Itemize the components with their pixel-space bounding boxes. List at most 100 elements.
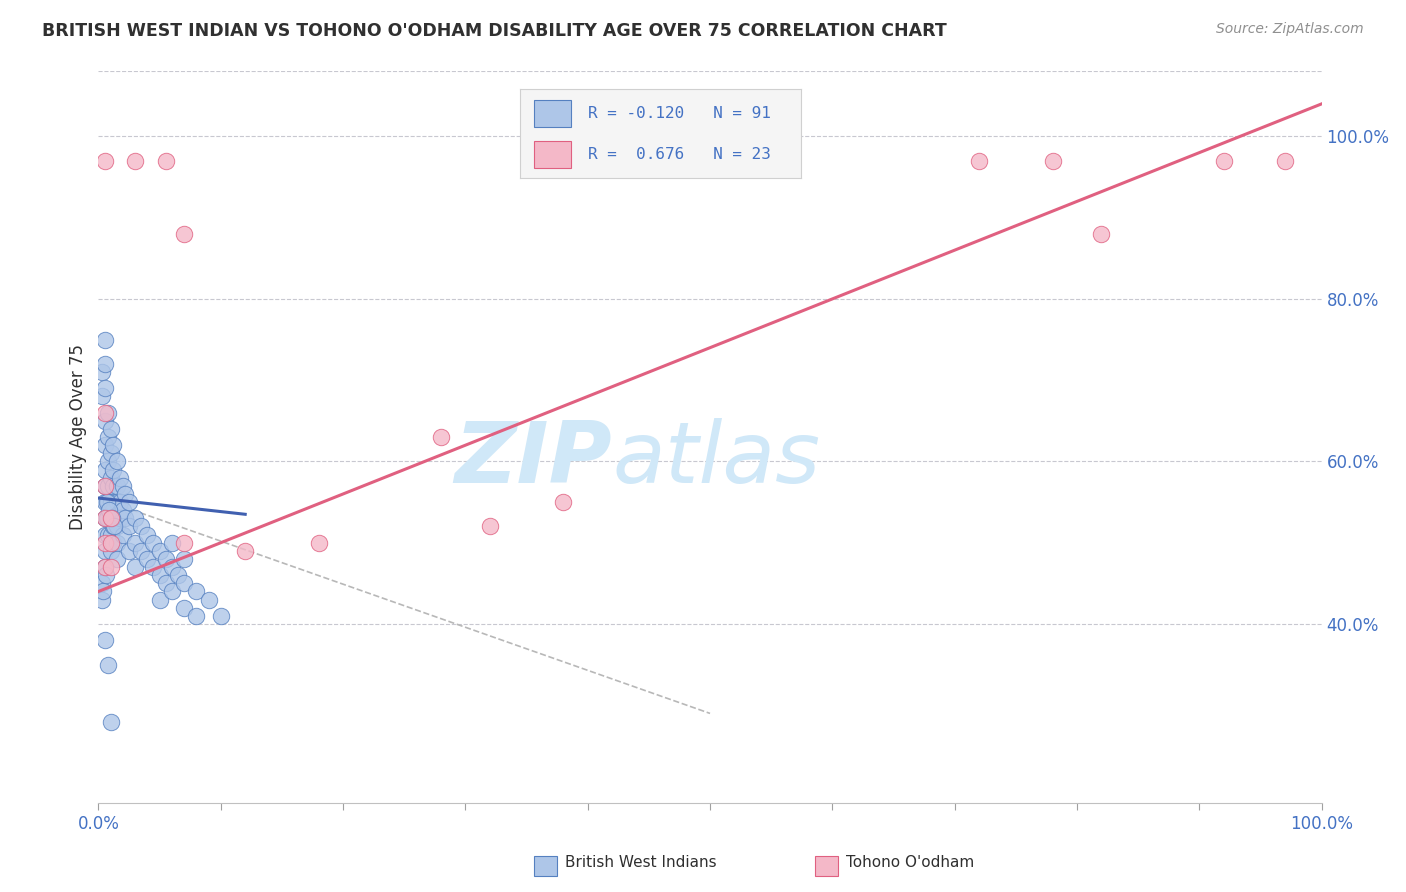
Point <box>93 511 115 525</box>
Point <box>173 576 195 591</box>
Point <box>118 519 141 533</box>
Point <box>101 511 124 525</box>
Point <box>105 552 128 566</box>
Point <box>105 519 128 533</box>
Point <box>110 511 132 525</box>
Point <box>173 600 195 615</box>
Point <box>101 438 124 452</box>
Y-axis label: Disability Age Over 75: Disability Age Over 75 <box>69 344 87 530</box>
Point <box>136 527 159 541</box>
Point <box>91 592 114 607</box>
Point <box>110 495 132 509</box>
Point <box>186 608 208 623</box>
Point <box>101 519 124 533</box>
Point <box>97 406 120 420</box>
Point <box>100 560 122 574</box>
Point <box>308 535 330 549</box>
Point <box>129 544 152 558</box>
Point <box>149 568 172 582</box>
Point <box>93 495 115 509</box>
Point <box>114 487 136 501</box>
Text: Tohono O'odham: Tohono O'odham <box>846 855 974 870</box>
Point <box>1212 153 1234 168</box>
Text: R =  0.676   N = 23: R = 0.676 N = 23 <box>588 147 770 161</box>
Point <box>97 657 120 672</box>
Point <box>124 560 146 574</box>
Point <box>93 479 115 493</box>
Point <box>100 446 122 460</box>
Point <box>93 479 115 493</box>
Point <box>97 511 120 525</box>
Text: ZIP: ZIP <box>454 417 612 500</box>
Point <box>93 406 115 420</box>
Point <box>1042 153 1064 168</box>
Point <box>142 535 165 549</box>
Text: British West Indians: British West Indians <box>565 855 717 870</box>
Point <box>91 584 114 599</box>
Point <box>111 503 134 517</box>
Point <box>118 495 141 509</box>
Point <box>93 153 115 168</box>
Point <box>100 527 122 541</box>
Text: BRITISH WEST INDIAN VS TOHONO O'ODHAM DISABILITY AGE OVER 75 CORRELATION CHART: BRITISH WEST INDIAN VS TOHONO O'ODHAM DI… <box>42 22 946 40</box>
Point <box>97 430 120 444</box>
Point <box>105 479 128 493</box>
Bar <box>534 100 571 127</box>
Point <box>110 471 132 485</box>
Point <box>97 495 120 509</box>
Point <box>142 560 165 574</box>
Text: R = -0.120   N = 91: R = -0.120 N = 91 <box>588 106 770 120</box>
Point <box>97 454 120 468</box>
Point <box>105 535 128 549</box>
Point <box>93 560 115 574</box>
Point <box>101 503 124 517</box>
Point <box>100 422 122 436</box>
Point <box>430 430 453 444</box>
Point <box>93 438 115 452</box>
Point <box>149 592 172 607</box>
Point <box>93 381 115 395</box>
Point <box>93 333 115 347</box>
Point <box>197 592 219 607</box>
Point <box>124 535 146 549</box>
Point <box>96 495 118 509</box>
Point <box>136 552 159 566</box>
Point <box>100 535 122 549</box>
Point <box>233 544 256 558</box>
Point <box>100 544 122 558</box>
Point <box>93 414 115 428</box>
Text: atlas: atlas <box>612 417 820 500</box>
Point <box>101 535 124 549</box>
Point <box>93 527 115 541</box>
Point <box>105 495 128 509</box>
Point <box>155 153 177 168</box>
Point <box>209 608 232 623</box>
Point <box>93 357 115 371</box>
Point <box>98 503 121 517</box>
Point <box>173 552 195 566</box>
Point <box>160 560 183 574</box>
Point <box>93 511 115 525</box>
Point <box>186 584 208 599</box>
Point <box>129 519 152 533</box>
Point <box>93 560 115 574</box>
Point <box>1274 153 1296 168</box>
Point <box>91 576 114 591</box>
Point <box>91 389 114 403</box>
Point <box>160 535 183 549</box>
Point <box>101 479 124 493</box>
Point <box>93 462 115 476</box>
Point <box>118 544 141 558</box>
Point <box>160 584 183 599</box>
Point <box>155 552 177 566</box>
Point <box>173 535 195 549</box>
Point <box>100 714 122 729</box>
Point <box>124 153 146 168</box>
Point <box>97 479 120 493</box>
Point <box>111 527 134 541</box>
Point <box>93 535 115 549</box>
Point <box>967 153 990 168</box>
Point <box>97 527 120 541</box>
Point <box>173 227 195 241</box>
Bar <box>534 141 571 168</box>
